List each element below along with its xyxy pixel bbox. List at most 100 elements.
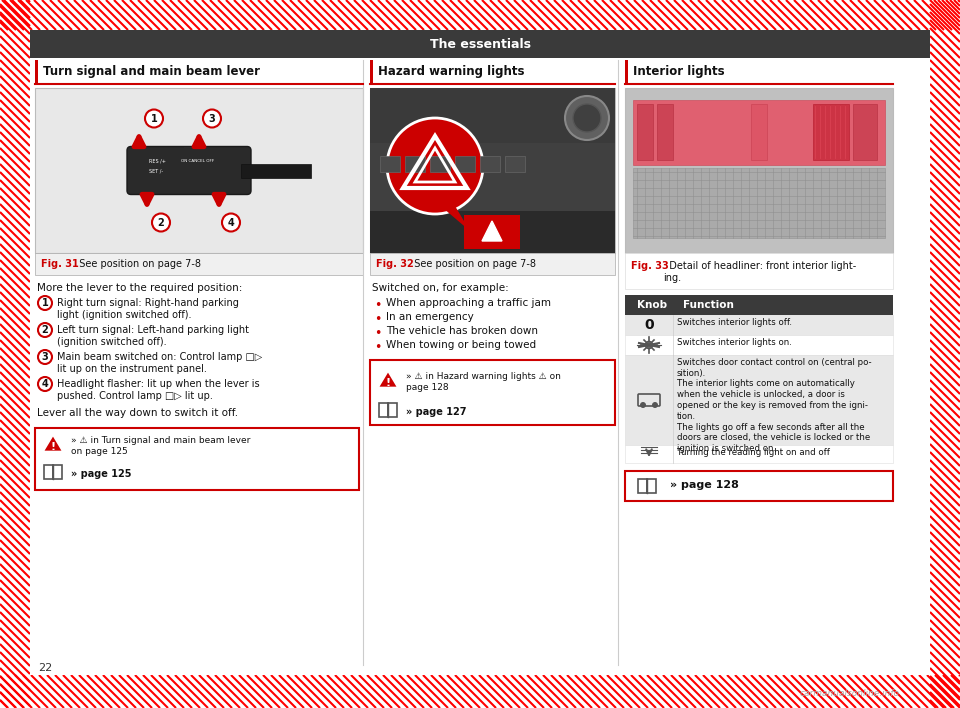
Text: RES /+: RES /+ bbox=[149, 159, 166, 164]
Bar bbox=[35, 60, 38, 84]
Circle shape bbox=[640, 402, 646, 408]
Polygon shape bbox=[43, 435, 63, 452]
Bar bbox=[370, 211, 615, 253]
Polygon shape bbox=[443, 206, 470, 231]
Text: •: • bbox=[374, 341, 382, 354]
FancyBboxPatch shape bbox=[127, 147, 251, 195]
Text: » page 128: » page 128 bbox=[670, 480, 739, 490]
Circle shape bbox=[652, 402, 658, 408]
Text: » page 125: » page 125 bbox=[71, 469, 132, 479]
Bar bbox=[625, 60, 628, 84]
Bar bbox=[30, 30, 930, 58]
Polygon shape bbox=[378, 371, 397, 387]
Bar bbox=[633, 168, 885, 238]
Text: The essentials: The essentials bbox=[429, 38, 531, 50]
Text: Interior lights: Interior lights bbox=[633, 66, 725, 79]
Bar bbox=[430, 156, 450, 172]
Text: Right turn signal: Right-hand parking
light (ignition switched off).: Right turn signal: Right-hand parking li… bbox=[57, 298, 239, 321]
Circle shape bbox=[222, 214, 240, 232]
Bar bbox=[370, 60, 615, 84]
Bar bbox=[370, 138, 615, 253]
Text: The vehicle has broken down: The vehicle has broken down bbox=[386, 326, 538, 336]
Text: Lever all the way down to switch it off.: Lever all the way down to switch it off. bbox=[37, 408, 238, 418]
Text: Fig. 33: Fig. 33 bbox=[631, 261, 669, 271]
Text: Fig. 31: Fig. 31 bbox=[41, 259, 79, 269]
Text: When towing or being towed: When towing or being towed bbox=[386, 340, 536, 350]
Bar bbox=[625, 60, 893, 84]
Text: 22: 22 bbox=[38, 663, 52, 673]
Text: Detail of headliner: front interior light-
ing.: Detail of headliner: front interior ligh… bbox=[663, 261, 856, 283]
Bar bbox=[505, 156, 525, 172]
Text: » ⚠ in Hazard warning lights ⚠ on
page 128: » ⚠ in Hazard warning lights ⚠ on page 1… bbox=[406, 372, 561, 392]
Text: 2: 2 bbox=[157, 217, 164, 227]
Text: 0: 0 bbox=[644, 318, 654, 332]
Bar bbox=[464, 215, 520, 249]
Bar bbox=[633, 100, 885, 165]
Text: carmanualsonline.info: carmanualsonline.info bbox=[800, 690, 900, 699]
Bar bbox=[241, 164, 311, 178]
Text: Turn signal and main beam lever: Turn signal and main beam lever bbox=[43, 66, 260, 79]
Text: 1: 1 bbox=[151, 113, 157, 123]
Text: Headlight flasher: lit up when the lever is
pushed. Control lamp □▷ lit up.: Headlight flasher: lit up when the lever… bbox=[57, 379, 259, 401]
Bar bbox=[647, 479, 656, 493]
Text: » ⚠ in Turn signal and main beam lever
on page 125: » ⚠ in Turn signal and main beam lever o… bbox=[71, 436, 251, 456]
Text: Switches door contact control on (central po-
sition).
The interior lights come : Switches door contact control on (centra… bbox=[677, 358, 872, 453]
Text: Turning the reading light on and off: Turning the reading light on and off bbox=[677, 448, 829, 457]
Bar bbox=[637, 104, 653, 160]
Bar bbox=[35, 88, 363, 253]
Circle shape bbox=[152, 214, 170, 232]
Bar bbox=[853, 104, 877, 160]
Bar bbox=[480, 156, 500, 172]
Circle shape bbox=[38, 323, 52, 337]
Text: Knob: Knob bbox=[637, 300, 667, 310]
Bar bbox=[625, 445, 893, 463]
Circle shape bbox=[203, 110, 221, 127]
Text: Fig. 32: Fig. 32 bbox=[376, 259, 414, 269]
Circle shape bbox=[38, 377, 52, 391]
Bar bbox=[184, 147, 194, 154]
Text: Main beam switched on: Control lamp □▷
lit up on the instrument panel.: Main beam switched on: Control lamp □▷ l… bbox=[57, 352, 262, 375]
Text: SET /-: SET /- bbox=[149, 169, 163, 173]
Text: !: ! bbox=[385, 378, 391, 388]
Bar bbox=[625, 253, 893, 289]
Bar bbox=[638, 479, 647, 493]
Text: 4: 4 bbox=[228, 217, 234, 227]
Text: Function: Function bbox=[683, 300, 733, 310]
Bar bbox=[370, 60, 373, 84]
Bar bbox=[625, 88, 893, 253]
Text: More the lever to the required position:: More the lever to the required position: bbox=[37, 283, 242, 293]
Bar bbox=[53, 465, 62, 479]
Bar bbox=[388, 403, 397, 417]
Text: Left turn signal: Left-hand parking light
(ignition switched off).: Left turn signal: Left-hand parking ligh… bbox=[57, 325, 249, 348]
Bar bbox=[370, 88, 615, 253]
Text: Switched on, for example:: Switched on, for example: bbox=[372, 283, 509, 293]
Circle shape bbox=[38, 350, 52, 364]
Polygon shape bbox=[482, 221, 502, 241]
Circle shape bbox=[387, 118, 483, 214]
Bar bbox=[813, 104, 849, 160]
Text: •: • bbox=[374, 313, 382, 326]
Bar bbox=[0, 0, 960, 30]
Bar bbox=[35, 253, 363, 275]
Bar bbox=[405, 156, 425, 172]
Text: » page 127: » page 127 bbox=[406, 407, 467, 417]
Text: •: • bbox=[374, 299, 382, 312]
Bar bbox=[370, 253, 615, 275]
Bar bbox=[625, 315, 893, 335]
Circle shape bbox=[565, 96, 609, 140]
Bar bbox=[657, 104, 673, 160]
Text: !: ! bbox=[51, 442, 56, 452]
Bar bbox=[625, 471, 893, 501]
Text: See position on page 7-8: See position on page 7-8 bbox=[73, 259, 201, 269]
Bar bbox=[370, 360, 615, 425]
Bar bbox=[625, 335, 893, 355]
Bar bbox=[625, 355, 893, 445]
Text: 4: 4 bbox=[41, 379, 48, 389]
Text: 1: 1 bbox=[41, 298, 48, 308]
Bar bbox=[455, 156, 475, 172]
Text: See position on page 7-8: See position on page 7-8 bbox=[408, 259, 536, 269]
Text: 2: 2 bbox=[41, 325, 48, 335]
Bar bbox=[930, 0, 960, 708]
Text: ON CANCEL OFF: ON CANCEL OFF bbox=[181, 159, 214, 164]
Text: 3: 3 bbox=[41, 352, 48, 362]
